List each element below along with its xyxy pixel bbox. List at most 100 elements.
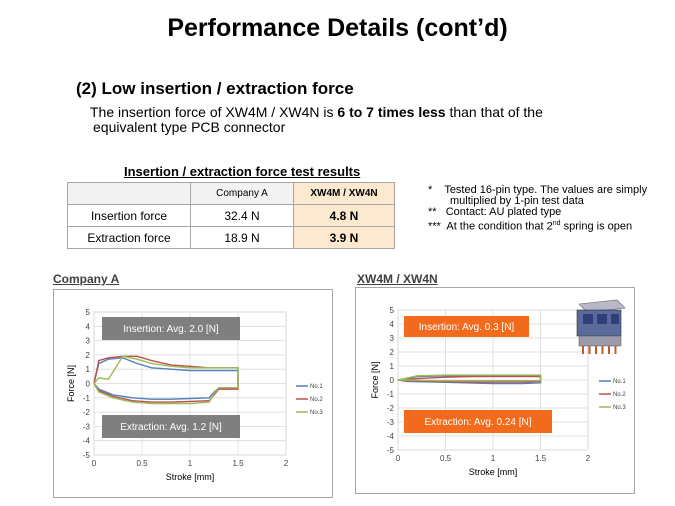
extraction-callout-text: Extraction: Avg. 1.2 [N] [120, 422, 222, 433]
x-axis-label: Stroke [mm] [469, 467, 518, 477]
legend-label: No.2 [310, 397, 323, 403]
section-subheading: (2) Low insertion / extraction force [76, 79, 354, 98]
y-tick-label: 3 [86, 337, 91, 346]
connector-pin [588, 346, 591, 354]
legend-label: No.1 [310, 384, 323, 390]
y-tick-label: 4 [86, 322, 91, 331]
y-tick-label: -1 [387, 390, 395, 399]
x-tick-label: 2 [586, 454, 591, 463]
connector-pin [582, 346, 584, 354]
xw4m-value: 4.8 N [293, 204, 395, 227]
legend-label: No.3 [613, 405, 626, 411]
x-axis-label: Stroke [mm] [166, 472, 215, 482]
connector-base [578, 335, 622, 347]
x-tick-label: 0.5 [440, 454, 452, 463]
note-3-sup: nd [552, 220, 561, 227]
xw4m-value: 3.9 N [293, 226, 395, 249]
table-header-company-a: Company A [190, 182, 294, 205]
y-tick-label: 2 [390, 348, 395, 357]
extraction-callout-text: Extraction: Avg. 0.24 [N] [424, 417, 531, 428]
y-tick-label: 3 [390, 334, 395, 343]
table-caption: Insertion / extraction force test result… [124, 164, 361, 179]
y-tick-label: 4 [390, 320, 395, 329]
x-tick-label: 1.5 [535, 454, 547, 463]
legend-label: No.2 [613, 392, 626, 398]
y-tick-label: 1 [390, 362, 395, 371]
table-row: Extraction force 18.9 N 3.9 N [67, 226, 395, 249]
y-tick-label: -5 [387, 446, 395, 455]
connector-slot [583, 314, 593, 324]
note-3-pre: At the condition that 2 [446, 220, 553, 233]
connector-pin [595, 346, 597, 354]
y-tick-label: 5 [390, 306, 395, 315]
table-row: Insertion force 32.4 N 4.8 N [67, 204, 395, 227]
description-post: than that of the [445, 104, 543, 120]
connector-top [578, 299, 626, 313]
y-tick-label: -2 [387, 404, 395, 413]
description-text: The insertion force of XW4M / XW4N is 6 … [90, 105, 543, 135]
x-tick-label: 1.5 [232, 459, 244, 468]
legend-label: No.1 [613, 379, 626, 385]
connector-pin [601, 346, 604, 354]
y-tick-label: -4 [387, 432, 395, 441]
series-line-3 [93, 355, 239, 405]
note-1-text: Tested 16-pin type. The values are simpl… [444, 184, 648, 196]
extraction-callout-box [102, 415, 240, 438]
table-header-empty [67, 182, 191, 205]
description-line-2: equivalent type PCB connector [93, 119, 286, 135]
connector-slot [611, 314, 619, 324]
insertion-callout-box [102, 317, 240, 340]
x-tick-label: 2 [284, 459, 289, 468]
note-3: *** At the condition that 2nd spring is … [428, 218, 647, 233]
description-emphasis: 6 to 7 times less [337, 104, 446, 120]
note-1-cont: multiplied by 1-pin test data [450, 195, 584, 207]
description-line-1: The insertion force of XW4M / XW4N is 6 … [90, 105, 543, 120]
series-line-3 [397, 374, 542, 382]
insertion-callout-text: Insertion: Avg. 0.3 [N] [419, 322, 515, 333]
connector-slot [597, 314, 607, 324]
x-tick-label: 0.5 [136, 459, 148, 468]
footnotes: * Tested 16-pin type. The values are sim… [428, 185, 647, 233]
x-tick-label: 1 [491, 454, 496, 463]
note-2-mark: ** [428, 206, 437, 218]
y-tick-label: 0 [390, 376, 395, 385]
company-a-value: 18.9 N [190, 226, 294, 249]
row-label: Insertion force [67, 204, 191, 227]
y-tick-label: -1 [83, 394, 91, 403]
connector-pin [608, 346, 610, 354]
results-table: Company A XW4M / XW4N Insertion force 32… [67, 182, 395, 249]
y-tick-label: -5 [83, 451, 91, 460]
chart-b-label: XW4M / XW4N [357, 272, 438, 286]
x-tick-label: 0 [92, 459, 97, 468]
x-tick-label: 0 [396, 454, 401, 463]
y-tick-label: 1 [86, 365, 91, 374]
note-2-text: Contact: AU plated type [445, 206, 562, 218]
insertion-callout-box [404, 316, 529, 337]
chart-a-label: Company A [53, 272, 120, 286]
y-tick-label: -2 [83, 408, 91, 417]
y-tick-label: -4 [83, 437, 91, 446]
y-axis-label: Force [N] [66, 365, 76, 402]
page-title: Performance Details (cont’d) [167, 14, 508, 42]
extraction-callout-box [404, 410, 552, 433]
note-1-mark: * [428, 184, 433, 196]
legend-label: No.3 [310, 410, 323, 416]
y-tick-label: 5 [86, 308, 91, 317]
y-tick-label: -3 [387, 418, 395, 427]
y-tick-label: -3 [83, 422, 91, 431]
note-2: ** Contact: AU plated type [428, 207, 647, 218]
y-axis-label: Force [N] [370, 361, 380, 398]
connector-pin [614, 346, 617, 354]
table-header-xw4m: XW4M / XW4N [293, 182, 395, 205]
y-tick-label: 2 [86, 351, 91, 360]
description-pre: The insertion force of XW4M / XW4N is [90, 104, 338, 120]
row-label: Extraction force [67, 226, 191, 249]
note-1: * Tested 16-pin type. The values are sim… [428, 185, 647, 196]
note-3-post: spring is open [560, 220, 633, 233]
chart-b-container: 5 4 3 2 1 0 -1 -2 -3 -4 -5 0 0.5 1 1.5 2 Stroke [mm] Forc… [355, 287, 635, 494]
note-3-mark: *** [428, 220, 441, 233]
chart-a-container: 5 4 3 2 1 0 -1 -2 -3 -4 -5 0 0.5 1 1.5 2 Stroke [mm] Forc… [53, 289, 333, 498]
insertion-callout-text: Insertion: Avg. 2.0 [N] [123, 324, 219, 335]
